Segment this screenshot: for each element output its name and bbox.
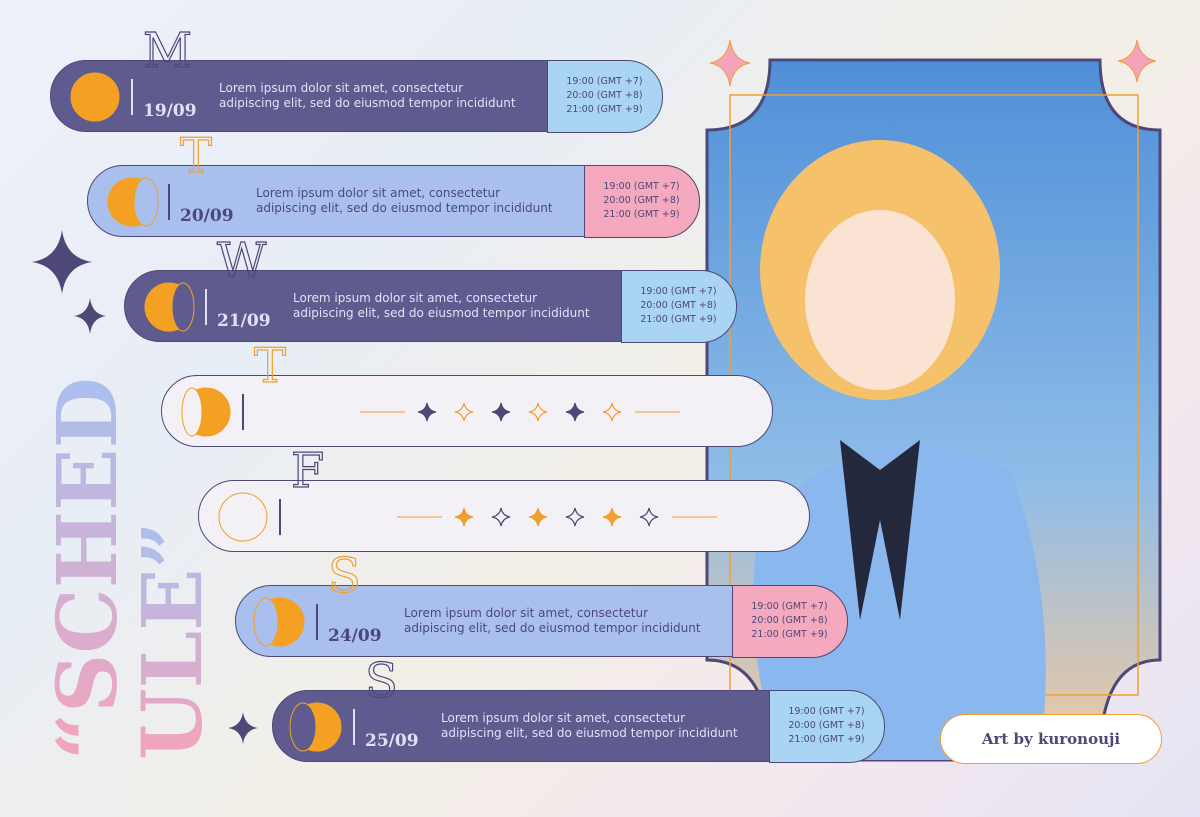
time: 19:00 (GMT +7) bbox=[603, 181, 680, 192]
moon-icon bbox=[181, 387, 231, 437]
divider bbox=[242, 394, 244, 430]
moon-icon bbox=[218, 492, 268, 542]
divider bbox=[168, 184, 170, 220]
time: 20:00 (GMT +8) bbox=[603, 195, 680, 206]
moon-icon bbox=[144, 282, 195, 332]
day-letter: F bbox=[290, 442, 325, 499]
description: Lorem ipsum dolor sit amet, consectetur a… bbox=[256, 186, 553, 216]
time: 20:00 (GMT +8) bbox=[566, 90, 643, 101]
day-letter: S bbox=[327, 547, 361, 604]
divider bbox=[353, 709, 355, 745]
description: Lorem ipsum dolor sit amet, consectetur a… bbox=[441, 711, 738, 741]
divider bbox=[131, 79, 133, 115]
description-line: Lorem ipsum dolor sit amet, consectetur bbox=[404, 606, 649, 620]
time-box: 19:00 (GMT +7) 20:00 (GMT +8) 21:00 (GMT +… bbox=[546, 59, 663, 133]
schedule-row: W 21/09 Lorem ipsum dolor sit amet, consec… bbox=[124, 232, 737, 343]
time-box: 19:00 (GMT +7) 20:00 (GMT +8) 21:00 (GMT +… bbox=[768, 689, 885, 763]
day-letter: W bbox=[216, 232, 267, 289]
date: 25/09 bbox=[365, 731, 419, 751]
time: 19:00 (GMT +7) bbox=[640, 286, 717, 297]
description-line: adipiscing elit, sed do eiusmod tempor i… bbox=[441, 726, 738, 740]
time: 19:00 (GMT +7) bbox=[751, 601, 828, 612]
schedule-row: F bbox=[198, 442, 810, 552]
description-line: adipiscing elit, sed do eiusmod tempor i… bbox=[256, 201, 553, 215]
time: 21:00 (GMT +9) bbox=[603, 209, 680, 220]
time: 19:00 (GMT +7) bbox=[566, 76, 643, 87]
day-letter: S bbox=[364, 652, 398, 709]
time: 19:00 (GMT +7) bbox=[788, 706, 865, 717]
schedule-row: S 24/09 Lorem ipsum dolor sit amet, consec… bbox=[235, 547, 848, 658]
time-box: 19:00 (GMT +7) 20:00 (GMT +8) 21:00 (GMT +… bbox=[620, 269, 737, 343]
description-line: adipiscing elit, sed do eiusmod tempor i… bbox=[293, 306, 590, 320]
time: 20:00 (GMT +8) bbox=[751, 615, 828, 626]
description-line: adipiscing elit, sed do eiusmod tempor i… bbox=[404, 621, 701, 635]
moon-icon bbox=[107, 177, 159, 227]
schedule-row: T bbox=[161, 337, 773, 447]
date: 19/09 bbox=[143, 101, 197, 121]
time: 21:00 (GMT +9) bbox=[751, 629, 828, 640]
date: 20/09 bbox=[180, 206, 234, 226]
divider bbox=[316, 604, 318, 640]
divider bbox=[205, 289, 207, 325]
moon-icon bbox=[70, 72, 120, 122]
time: 21:00 (GMT +9) bbox=[788, 734, 865, 745]
day-letter: M bbox=[142, 22, 193, 79]
date: 24/09 bbox=[328, 626, 382, 646]
moon-icon bbox=[289, 702, 342, 752]
description-line: Lorem ipsum dolor sit amet, consectetur bbox=[256, 186, 501, 200]
moon-icon bbox=[253, 597, 305, 647]
star-divider bbox=[360, 402, 680, 422]
time: 21:00 (GMT +9) bbox=[566, 104, 643, 115]
schedule-row: M 19/09 Lorem ipsum dolor sit amet, consec… bbox=[50, 22, 663, 133]
day-letter: T bbox=[179, 127, 213, 184]
time: 20:00 (GMT +8) bbox=[788, 720, 865, 731]
description: Lorem ipsum dolor sit amet, consectetur a… bbox=[404, 606, 701, 636]
schedule-row: S 25/09 Lorem ipsum dolor sit amet, consec… bbox=[272, 652, 885, 763]
date: 21/09 bbox=[217, 311, 271, 331]
description: Lorem ipsum dolor sit amet, consectetur a… bbox=[219, 81, 516, 111]
time: 21:00 (GMT +9) bbox=[640, 314, 717, 325]
description-line: Lorem ipsum dolor sit amet, consectetur bbox=[219, 81, 464, 95]
day-letter: T bbox=[253, 337, 287, 394]
time-box: 19:00 (GMT +7) 20:00 (GMT +8) 21:00 (GMT +… bbox=[731, 584, 848, 658]
divider bbox=[279, 499, 281, 535]
description-line: adipiscing elit, sed do eiusmod tempor i… bbox=[219, 96, 516, 110]
time: 20:00 (GMT +8) bbox=[640, 300, 717, 311]
credit: Art by kuronouji bbox=[940, 714, 1162, 764]
star-divider bbox=[397, 507, 717, 527]
description-line: Lorem ipsum dolor sit amet, consectetur bbox=[441, 711, 686, 725]
description: Lorem ipsum dolor sit amet, consectetur a… bbox=[293, 291, 590, 321]
schedule-row: T 20/09 Lorem ipsum dolor sit amet, consec… bbox=[87, 127, 700, 238]
time-box: 19:00 (GMT +7) 20:00 (GMT +8) 21:00 (GMT +… bbox=[583, 164, 700, 238]
description-line: Lorem ipsum dolor sit amet, consectetur bbox=[293, 291, 538, 305]
